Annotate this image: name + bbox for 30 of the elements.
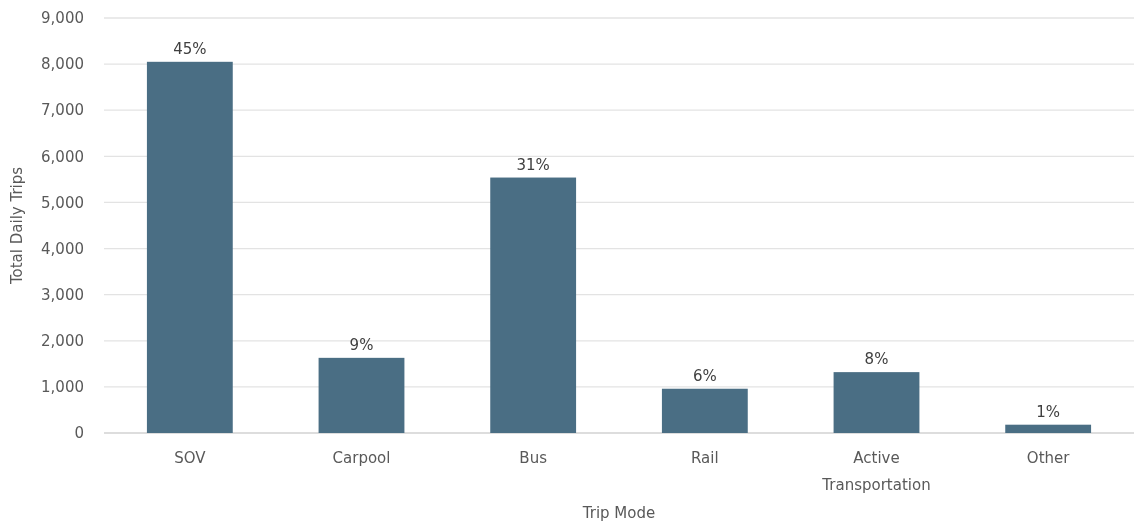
- y-tick-label: 1,000: [41, 378, 84, 397]
- y-tick-label: 4,000: [41, 239, 84, 258]
- y-tick-label: 0: [74, 424, 84, 443]
- y-axis-title: Total Daily Trips: [8, 166, 26, 286]
- x-axis-title: Trip Mode: [581, 504, 656, 522]
- x-tick-label: Carpool: [332, 449, 391, 467]
- y-tick-label: 5,000: [41, 193, 84, 212]
- annotation: 45%: [173, 39, 207, 58]
- annotation: 31%: [516, 155, 550, 174]
- annotation: 6%: [692, 366, 717, 385]
- bar: [1005, 424, 1092, 433]
- y-tick-label: 2,000: [41, 332, 84, 351]
- annotation: 8%: [864, 350, 889, 369]
- annotation: 1%: [1036, 402, 1061, 421]
- bar: [833, 372, 920, 433]
- x-tick-label: Other: [1026, 449, 1071, 467]
- y-tick-label: 8,000: [41, 55, 84, 74]
- x-tick-label: Rail: [691, 449, 719, 467]
- x-tick-label: SOV: [174, 449, 207, 467]
- bar: [661, 388, 748, 433]
- bar: [490, 177, 577, 433]
- y-tick-label: 9,000: [41, 9, 84, 28]
- x-tick-label: Active Transportation: [821, 449, 931, 494]
- bar: [146, 61, 233, 433]
- annotation: 9%: [349, 335, 374, 354]
- y-tick-label: 7,000: [41, 101, 84, 120]
- x-tick-label: Bus: [519, 449, 548, 467]
- y-tick-label: 3,000: [41, 285, 84, 304]
- bar: [318, 357, 405, 433]
- y-tick-label: 6,000: [41, 147, 84, 166]
